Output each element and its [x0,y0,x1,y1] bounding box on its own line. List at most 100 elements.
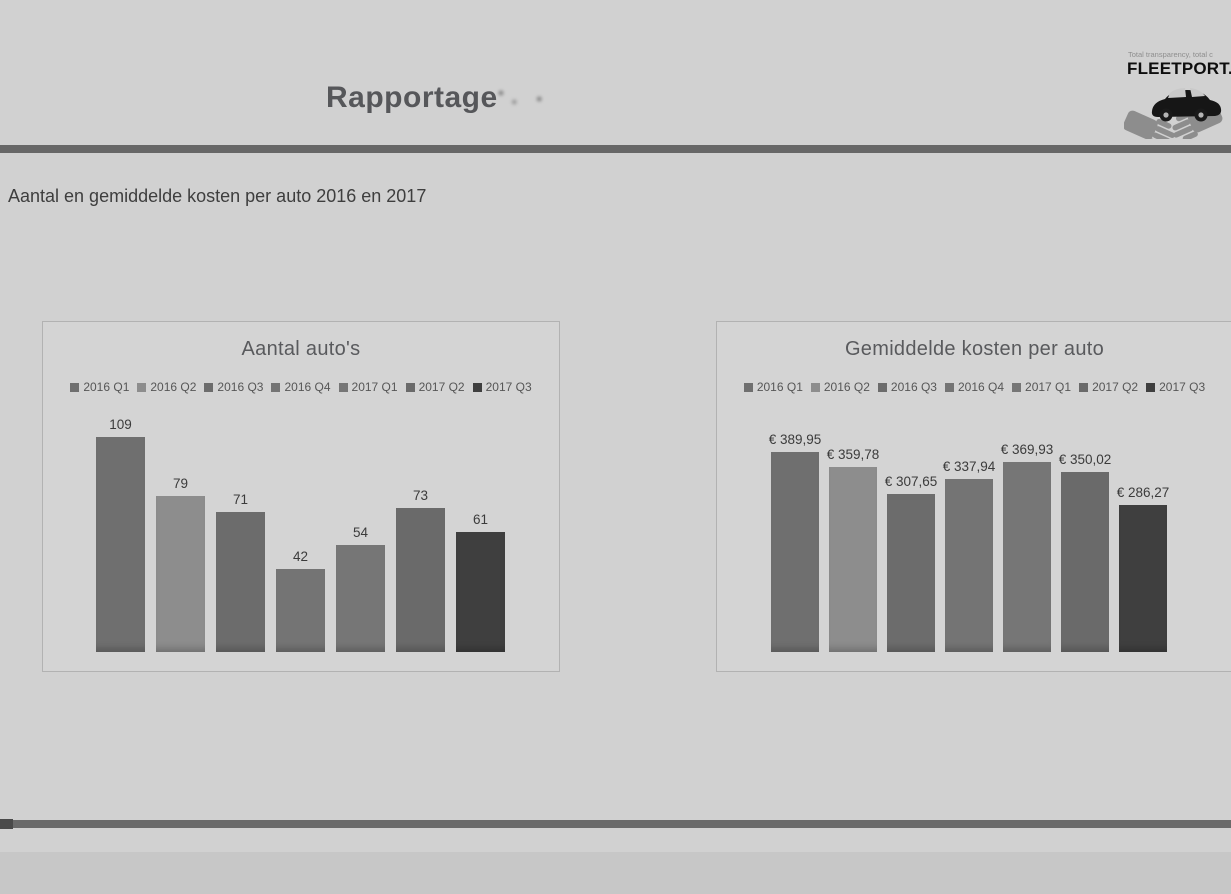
bar [945,479,993,652]
legend-item: 2016 Q2 [810,380,870,394]
bar-value-label: 61 [472,512,489,527]
fleetport-logo: Total transparency, total c FLEETPORT. [1124,50,1231,142]
legend-label: 2016 Q2 [823,380,870,394]
legend-marker-icon [204,382,214,392]
legend-label: 2017 Q2 [1092,380,1139,394]
redacted-client-name [494,88,552,108]
bar-value-label: 54 [352,525,369,540]
bar [336,545,385,652]
chart-legend: 2016 Q1 2016 Q2 2016 Q3 2016 Q4 2017 Q1 2017 … [43,380,559,394]
bar-column: 54 [336,525,385,652]
legend-item: 2016 Q3 [877,380,937,394]
legend-label: 2016 Q3 [217,380,264,394]
legend-label: 2016 Q1 [756,380,803,394]
bar-column: € 350,02 [1058,452,1112,652]
report-title: Rapportage [326,81,498,114]
legend-item: 2016 Q3 [204,380,263,394]
chart-title: Gemiddelde kosten per auto [844,338,1105,360]
legend-label: 2016 Q2 [150,380,197,394]
bar-value-label: 109 [109,417,132,432]
header-divider [0,145,1231,153]
legend-marker-icon [70,382,80,392]
bar-value-label: € 307,65 [884,474,938,489]
legend-label: 2017 Q2 [418,380,465,394]
bar-column: € 286,27 [1116,485,1170,652]
legend-item: 2016 Q4 [271,380,331,394]
bar-value-label: € 286,27 [1116,485,1170,500]
bar [1003,462,1051,652]
chart-title: Aantal auto's [241,338,361,360]
legend-label: 2016 Q4 [957,380,1005,394]
legend-item: 2016 Q2 [137,380,196,394]
legend-marker-icon [810,382,820,392]
bar [1119,505,1167,652]
bar [829,467,877,652]
legend-marker-icon [472,382,482,392]
legend-item: 2017 Q3 [1146,380,1205,394]
legend-label: 2016 Q3 [890,380,937,394]
legend-marker-icon [1146,382,1156,392]
footer-divider [0,819,1231,829]
legend-label: 2016 Q4 [284,380,331,394]
chart-legend: 2016 Q1 2016 Q2 2016 Q3 2016 Q4 2017 Q1 2017 … [717,380,1231,394]
legend-marker-icon [1079,382,1089,392]
legend-marker-icon [405,382,415,392]
legend-item: 2017 Q1 [1012,380,1071,394]
legend-label: 2017 Q3 [485,380,532,394]
bar-value-label: 79 [172,476,189,491]
bar-value-label: € 350,02 [1058,452,1112,467]
bar-column: 42 [276,549,325,652]
bar [216,512,265,652]
bar-column: 109 [96,417,145,652]
legend-marker-icon [338,382,348,392]
bar-value-label: 73 [412,488,429,503]
bar-column: 61 [456,512,505,652]
legend-label: 2017 Q1 [1025,380,1072,394]
bar-column: € 307,65 [884,474,938,652]
bar-column: € 359,78 [827,447,879,652]
bar [456,532,505,652]
legend-item: 2016 Q1 [70,380,129,394]
legend-marker-icon [743,382,753,392]
legend-marker-icon [271,382,281,392]
bar [1061,472,1109,652]
bar-column: € 389,95 [768,432,822,652]
bar [96,437,145,652]
legend-marker-icon [1012,382,1022,392]
legend-item: 2017 Q2 [1079,380,1138,394]
chart-panel-gemiddelde-kosten: Gemiddelde kosten per auto 2016 Q1 2016 Q… [716,321,1231,672]
bar-column: 71 [216,492,265,652]
bar-value-label: € 369,93 [1000,442,1054,457]
bar-value-label: 71 [232,492,249,507]
legend-item: 2016 Q1 [743,380,803,394]
logo-tagline: Total transparency, total c [1128,50,1213,59]
logo-brand: FLEETPORT. [1127,59,1231,78]
bar [276,569,325,652]
legend-marker-icon [877,382,887,392]
bar-column: 79 [156,476,205,652]
bar-value-label: € 337,94 [942,459,996,474]
legend-label: 2016 Q1 [83,380,130,394]
car-on-hands-icon [1124,87,1223,139]
legend-marker-icon [137,382,147,392]
footer-band [0,852,1231,894]
chart-plot: € 389,95 € 359,78 € 307,65 € 337,94 € 369,93… [768,432,1170,652]
logo-car-icon [1151,87,1222,122]
chart-panel-aantal-autos: Aantal auto's 2016 Q1 2016 Q2 2016 Q3 2016 … [42,321,560,672]
chart-plot: 109 79 71 42 54 73 61 [96,417,505,652]
legend-item: 2016 Q4 [944,380,1005,394]
bar-column: 73 [396,488,445,652]
legend-item: 2017 Q3 [472,380,532,394]
bar [771,452,819,652]
legend-marker-icon [944,382,954,392]
bar-column: € 337,94 [942,459,996,652]
legend-label: 2017 Q1 [351,380,398,394]
page-subtitle: Aantal en gemiddelde kosten per auto 201… [8,186,427,206]
bar-value-label: 42 [292,549,309,564]
bar-value-label: € 389,95 [768,432,822,447]
legend-label: 2017 Q3 [1159,380,1206,394]
bar [156,496,205,652]
bar [396,508,445,652]
bar-column: € 369,93 [1000,442,1054,652]
